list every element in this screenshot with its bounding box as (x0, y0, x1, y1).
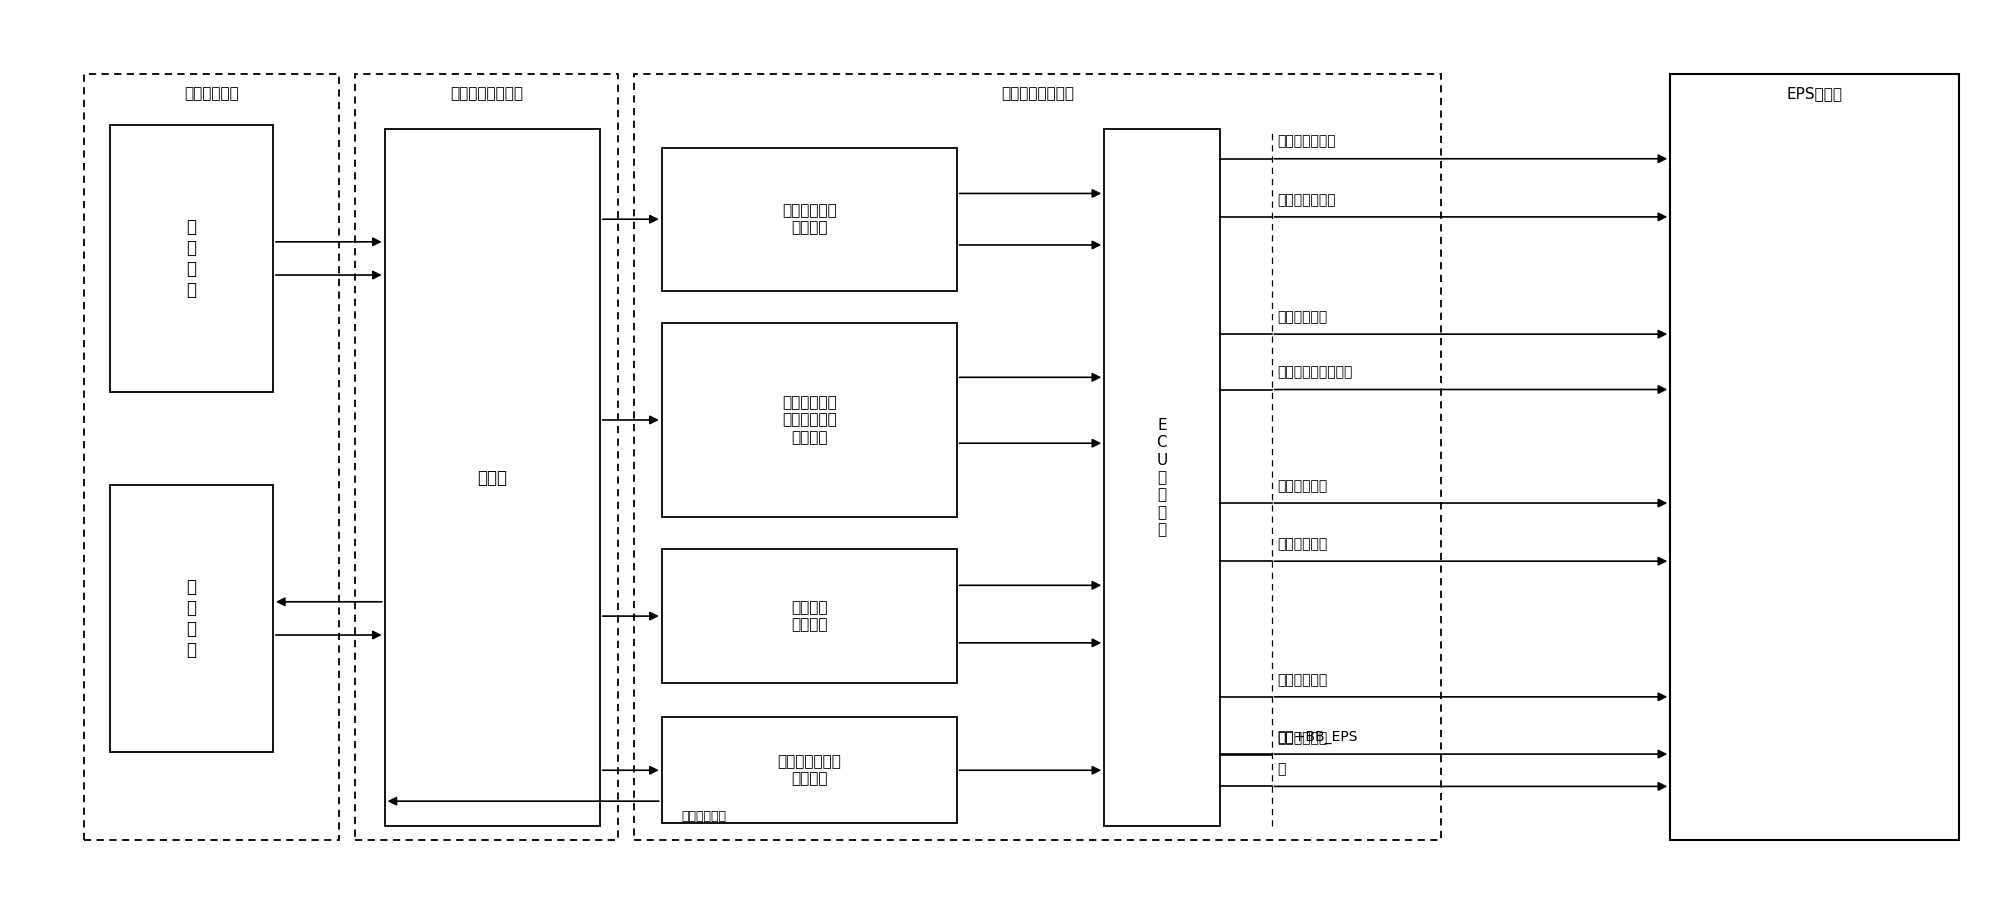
Text: 异常电压信号: 异常电压信号 (1278, 731, 1327, 745)
Text: 车速和发动机
转速故障信号
输出电路: 车速和发动机 转速故障信号 输出电路 (781, 395, 837, 445)
Text: 主扭矩故障信号: 主扭矩故障信号 (1278, 135, 1335, 149)
Text: 控制器异常电压
输出电路: 控制器异常电压 输出电路 (777, 754, 841, 786)
FancyBboxPatch shape (110, 125, 273, 392)
Text: 车速故障信号: 车速故障信号 (1278, 310, 1327, 324)
Text: 显
示
设
备: 显 示 设 备 (185, 578, 197, 659)
FancyBboxPatch shape (662, 549, 957, 683)
Text: 人机界面模块: 人机界面模块 (183, 87, 239, 102)
FancyBboxPatch shape (662, 323, 957, 517)
FancyBboxPatch shape (385, 129, 600, 826)
Text: E
C
U
接
口
电
路: E C U 接 口 电 路 (1156, 418, 1168, 537)
Text: 电机故障
输出电路: 电机故障 输出电路 (791, 600, 827, 632)
FancyBboxPatch shape (662, 717, 957, 823)
Text: 转矩故障信号
输出电路: 转矩故障信号 输出电路 (781, 203, 837, 235)
Text: 模数采集端口: 模数采集端口 (1278, 673, 1327, 687)
FancyBboxPatch shape (662, 148, 957, 291)
Text: 地: 地 (1278, 762, 1285, 776)
Text: 电源+BB_EPS: 电源+BB_EPS (1278, 730, 1357, 744)
Text: 故障信号输出模块: 故障信号输出模块 (1000, 87, 1074, 102)
Text: 异常电压信号: 异常电压信号 (682, 810, 727, 823)
FancyBboxPatch shape (110, 485, 273, 752)
Text: 故障信号生成模块: 故障信号生成模块 (450, 87, 522, 102)
Text: 电机高端接口: 电机高端接口 (1278, 479, 1327, 493)
Text: 电机低端接口: 电机低端接口 (1278, 537, 1327, 551)
Text: 矩
阵
键
盘: 矩 阵 键 盘 (185, 218, 197, 299)
Text: EPS控制器: EPS控制器 (1786, 87, 1844, 102)
Text: 单片机: 单片机 (476, 469, 508, 486)
Text: 发动机转速故障信号: 发动机转速故障信号 (1278, 366, 1353, 379)
Text: 副扭矩故障信号: 副扭矩故障信号 (1278, 193, 1335, 207)
FancyBboxPatch shape (1104, 129, 1220, 826)
